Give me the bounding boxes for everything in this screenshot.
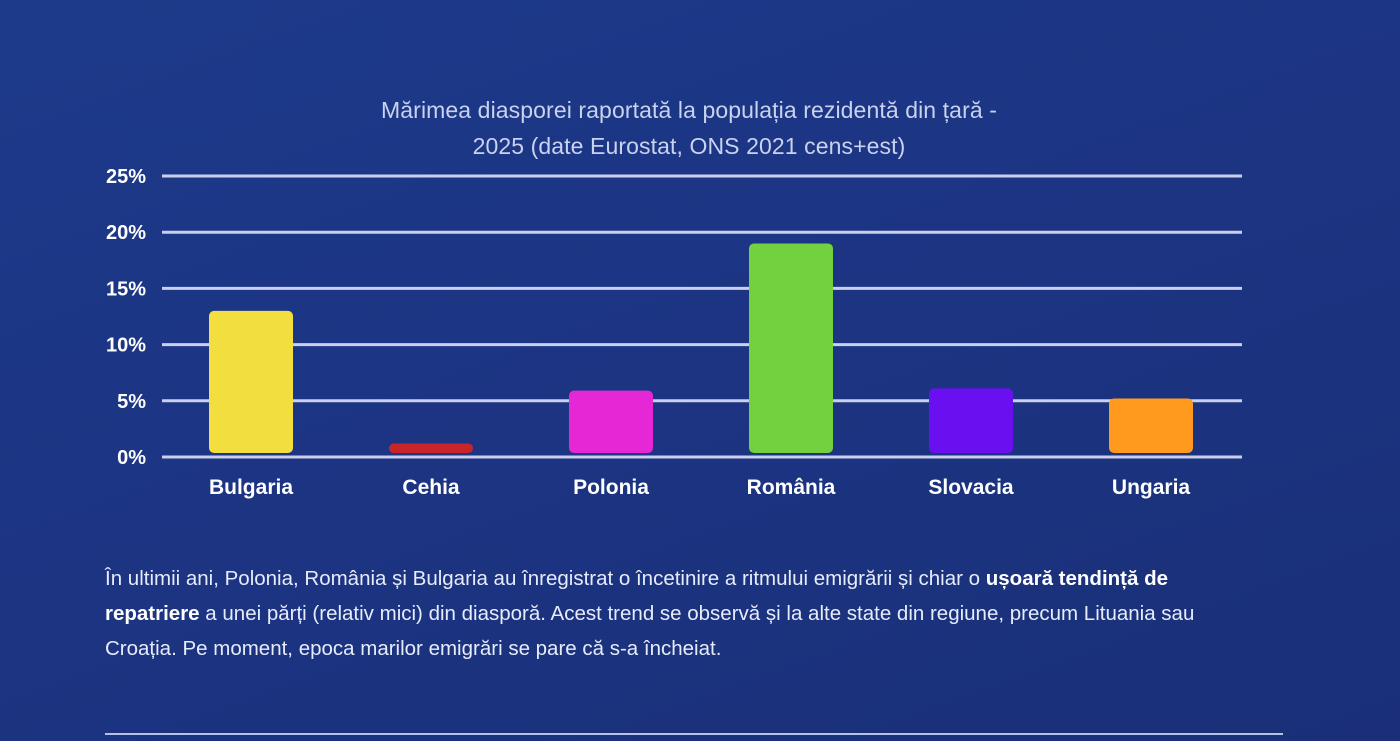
bar-cehia xyxy=(389,443,473,453)
chart-title: Mărimea diasporei raportată la populația… xyxy=(0,92,1378,164)
x-category-label: Polonia xyxy=(573,476,649,499)
chart-title-line-2: 2025 (date Eurostat, ONS 2021 cens+est) xyxy=(472,133,906,159)
y-tick-label: 0% xyxy=(117,447,146,469)
bottom-divider xyxy=(105,733,1283,735)
caption-text-part-2: a unei părți (relativ mici) din diasporă… xyxy=(105,602,1195,660)
bar-ungaria xyxy=(1109,398,1193,453)
chart-title-line-1: Mărimea diasporei raportată la populația… xyxy=(381,97,997,123)
y-tick-label: 10% xyxy=(106,335,146,357)
y-tick-label: 15% xyxy=(106,278,146,300)
bar-chart: 0% 5% 10% 15% 20% 25% Bulgaria Cehia Polonia Româ… xyxy=(106,166,1242,499)
x-category-label: Slovacia xyxy=(928,476,1014,499)
bar-polonia xyxy=(569,390,653,453)
y-tick-label: 5% xyxy=(117,391,146,413)
bar-slovacia xyxy=(929,388,1013,453)
bar-românia xyxy=(749,243,833,453)
caption-paragraph: În ultimii ani, Polonia, România și Bulg… xyxy=(105,561,1255,666)
y-tick-label: 25% xyxy=(106,166,146,188)
x-category-label: Cehia xyxy=(402,476,460,499)
x-category-label: Bulgaria xyxy=(209,476,293,499)
y-tick-label: 20% xyxy=(106,222,146,244)
x-category-label: Ungaria xyxy=(1112,476,1191,499)
caption-text-part-1: În ultimii ani, Polonia, România și Bulg… xyxy=(105,567,986,590)
x-category-label: România xyxy=(747,476,836,499)
caption-bold-text: ușoară tendință de repatriere xyxy=(105,567,1169,625)
bar-bulgaria xyxy=(209,310,293,453)
